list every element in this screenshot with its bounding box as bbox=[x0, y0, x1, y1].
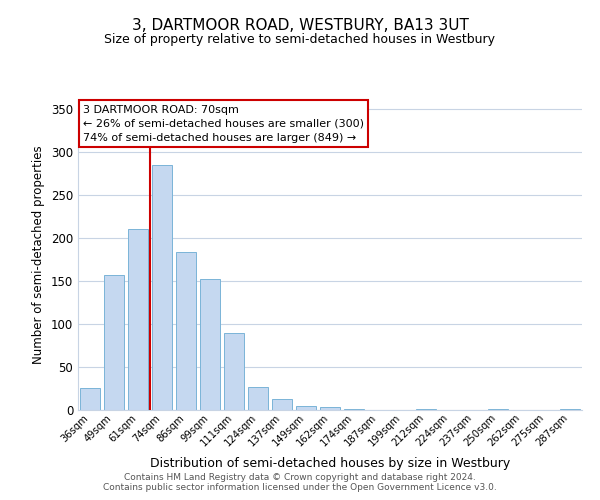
Bar bbox=[416, 409, 436, 410]
Bar bbox=[128, 229, 148, 410]
Bar bbox=[248, 387, 268, 410]
Text: Contains public sector information licensed under the Open Government Licence v3: Contains public sector information licen… bbox=[103, 484, 497, 492]
Bar bbox=[344, 409, 364, 410]
Bar bbox=[224, 332, 244, 410]
Bar bbox=[296, 406, 316, 410]
X-axis label: Distribution of semi-detached houses by size in Westbury: Distribution of semi-detached houses by … bbox=[150, 456, 510, 469]
Bar bbox=[320, 406, 340, 410]
Bar bbox=[152, 164, 172, 410]
Bar bbox=[176, 252, 196, 410]
Bar bbox=[272, 399, 292, 410]
Text: 3, DARTMOOR ROAD, WESTBURY, BA13 3UT: 3, DARTMOOR ROAD, WESTBURY, BA13 3UT bbox=[131, 18, 469, 32]
Y-axis label: Number of semi-detached properties: Number of semi-detached properties bbox=[32, 146, 46, 364]
Bar bbox=[80, 388, 100, 410]
Bar bbox=[560, 409, 580, 410]
Bar bbox=[488, 409, 508, 410]
Text: 3 DARTMOOR ROAD: 70sqm
← 26% of semi-detached houses are smaller (300)
74% of se: 3 DARTMOOR ROAD: 70sqm ← 26% of semi-det… bbox=[83, 104, 364, 142]
Text: Contains HM Land Registry data © Crown copyright and database right 2024.: Contains HM Land Registry data © Crown c… bbox=[124, 472, 476, 482]
Bar bbox=[104, 275, 124, 410]
Text: Size of property relative to semi-detached houses in Westbury: Size of property relative to semi-detach… bbox=[104, 32, 496, 46]
Bar bbox=[200, 279, 220, 410]
